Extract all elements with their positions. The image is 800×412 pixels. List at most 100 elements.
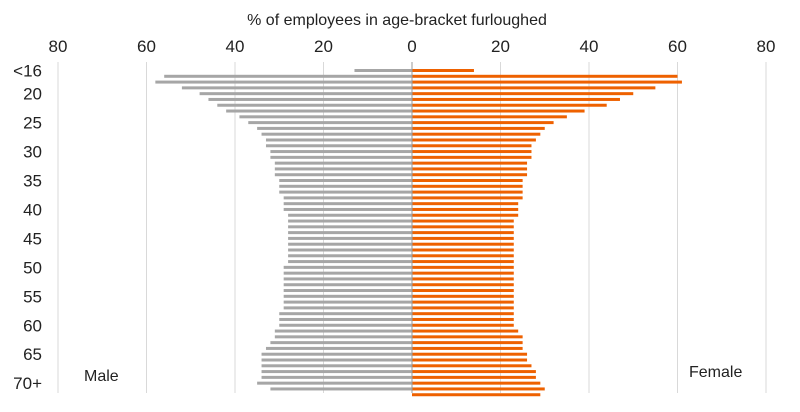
female-bar bbox=[412, 387, 545, 391]
male-bar bbox=[279, 312, 412, 316]
female-bar bbox=[412, 271, 514, 275]
female-bar bbox=[412, 184, 523, 188]
female-bar bbox=[412, 248, 514, 252]
male-bar bbox=[279, 179, 412, 183]
female-bar bbox=[412, 213, 519, 217]
male-bar bbox=[155, 80, 412, 84]
x-tick-label: 40 bbox=[226, 37, 245, 56]
male-bar bbox=[270, 150, 412, 154]
male-bar bbox=[239, 115, 412, 119]
male-bar bbox=[261, 132, 412, 136]
female-bar bbox=[412, 150, 532, 154]
y-tick-label: 50 bbox=[23, 258, 42, 277]
y-tick-label: 70+ bbox=[13, 374, 42, 393]
male-bar bbox=[279, 317, 412, 321]
y-tick-label: 45 bbox=[23, 229, 42, 248]
female-bar bbox=[412, 132, 541, 136]
female-bar bbox=[412, 179, 523, 183]
male-bar bbox=[283, 283, 412, 287]
y-tick-label: <16 bbox=[13, 62, 42, 81]
male-bar bbox=[270, 387, 412, 391]
male-bar bbox=[261, 358, 412, 362]
female-bar bbox=[412, 109, 585, 113]
female-bar bbox=[412, 207, 519, 211]
male-bar bbox=[265, 144, 412, 148]
male-bar bbox=[217, 103, 412, 107]
male-bar bbox=[283, 202, 412, 206]
female-bar bbox=[412, 260, 514, 264]
female-bar bbox=[412, 381, 541, 385]
male-bar bbox=[354, 69, 412, 72]
male-label: Male bbox=[84, 368, 119, 385]
male-bar bbox=[257, 126, 412, 130]
male-bar bbox=[288, 242, 412, 246]
y-tick-label: 60 bbox=[23, 316, 42, 335]
male-bar bbox=[261, 352, 412, 356]
y-tick-label: 65 bbox=[23, 345, 42, 364]
female-bar bbox=[412, 144, 532, 148]
male-bar bbox=[288, 260, 412, 264]
female-bar bbox=[412, 300, 514, 304]
male-bar bbox=[261, 375, 412, 379]
female-bar bbox=[412, 323, 514, 327]
female-bar bbox=[412, 138, 536, 142]
female-bar bbox=[412, 80, 682, 84]
female-bar bbox=[412, 375, 536, 379]
male-bar bbox=[226, 109, 412, 113]
female-bar bbox=[412, 294, 514, 298]
female-bar bbox=[412, 364, 532, 368]
y-tick-label: 25 bbox=[23, 114, 42, 133]
female-bar bbox=[412, 289, 514, 293]
x-tick-label: 80 bbox=[757, 37, 776, 56]
female-label: Female bbox=[689, 364, 742, 381]
male-bar bbox=[164, 74, 412, 78]
female-bar bbox=[412, 69, 474, 72]
male-bar bbox=[274, 167, 412, 171]
male-bar bbox=[288, 213, 412, 217]
female-bar bbox=[412, 393, 541, 397]
female-bar bbox=[412, 126, 545, 130]
male-bar bbox=[283, 289, 412, 293]
female-bar bbox=[412, 155, 532, 159]
male-bar bbox=[199, 92, 412, 96]
female-bar bbox=[412, 115, 567, 119]
male-bar bbox=[248, 121, 412, 125]
male-bar bbox=[288, 254, 412, 258]
female-bar bbox=[412, 103, 607, 107]
male-bar bbox=[288, 248, 412, 252]
male-bar bbox=[274, 329, 412, 333]
x-tick-label: 60 bbox=[137, 37, 156, 56]
male-bar bbox=[261, 364, 412, 368]
y-tick-label: 40 bbox=[23, 200, 42, 219]
female-bar bbox=[412, 329, 519, 333]
female-bar bbox=[412, 167, 528, 171]
female-bar bbox=[412, 236, 514, 240]
x-tick-label: 40 bbox=[580, 37, 599, 56]
axis-labels: 80 60 40 20 0 20 40 60 80 <16 20 25 30 35 40 45 50 55 60 65… bbox=[13, 37, 775, 393]
female-bar bbox=[412, 121, 554, 125]
male-bar bbox=[181, 86, 412, 90]
female-bar bbox=[412, 265, 514, 269]
male-bar bbox=[279, 190, 412, 194]
chart-title: % of employees in age-bracket furloughed bbox=[247, 12, 547, 29]
female-bar bbox=[412, 254, 514, 258]
male-bar bbox=[283, 277, 412, 281]
female-bar bbox=[412, 161, 528, 165]
male-bar bbox=[288, 225, 412, 229]
male-bar bbox=[270, 155, 412, 159]
male-bar bbox=[288, 231, 412, 235]
y-tick-label: 20 bbox=[23, 85, 42, 104]
female-bar bbox=[412, 173, 528, 177]
female-bar bbox=[412, 312, 514, 316]
female-bar bbox=[412, 190, 523, 194]
female-bar bbox=[412, 346, 523, 350]
female-bar bbox=[412, 202, 519, 206]
male-bar bbox=[270, 341, 412, 345]
female-bar bbox=[412, 225, 514, 229]
female-bar bbox=[412, 242, 514, 246]
male-bar bbox=[288, 236, 412, 240]
male-bar bbox=[274, 161, 412, 165]
male-bar bbox=[208, 97, 412, 101]
female-bar bbox=[412, 219, 514, 223]
male-bar bbox=[265, 138, 412, 142]
